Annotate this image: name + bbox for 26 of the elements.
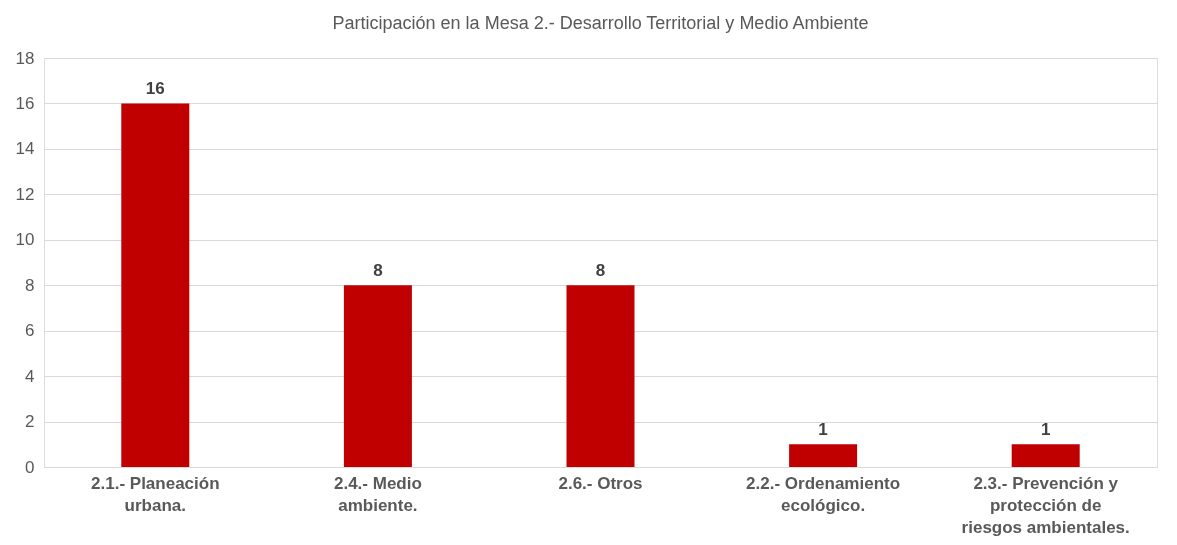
y-tick-label: 16 [15,93,35,113]
y-tick-label: 14 [15,139,35,159]
x-tick-label: 2.2.- Ordenamiento ecológico. [746,473,901,515]
y-tick-label: 12 [15,184,35,204]
bar [1011,444,1080,467]
data-label: 8 [373,261,383,281]
data-label: 8 [595,261,606,281]
y-tick-label: 8 [25,275,35,295]
x-tick-label: 2.3.- Prevención y protección de riesgos ambientales. [961,473,1130,537]
bar [789,444,858,467]
y-tick-label: 10 [15,230,35,250]
bar [343,285,412,467]
y-tick-label: 0 [25,457,35,477]
data-label: 1 [818,420,828,440]
x-tick-label: 2.4.- Medio ambiente. [333,473,422,515]
chart-title: Participación en la Mesa 2.- Desarrollo Territorial y Medio Ambiente [332,13,869,33]
y-tick-label: 6 [25,321,35,341]
y-tick-label: 18 [15,48,35,68]
y-tick-label: 2 [25,412,35,432]
y-tick-label: 4 [25,366,35,386]
x-tick-label: 2.1.- Planeación urbana. [91,473,220,515]
bar [566,285,635,467]
data-label: 1 [1040,420,1051,440]
data-label: 16 [145,79,165,99]
x-tick-label: 2.6.- Otros [558,473,643,493]
bar [121,103,190,467]
